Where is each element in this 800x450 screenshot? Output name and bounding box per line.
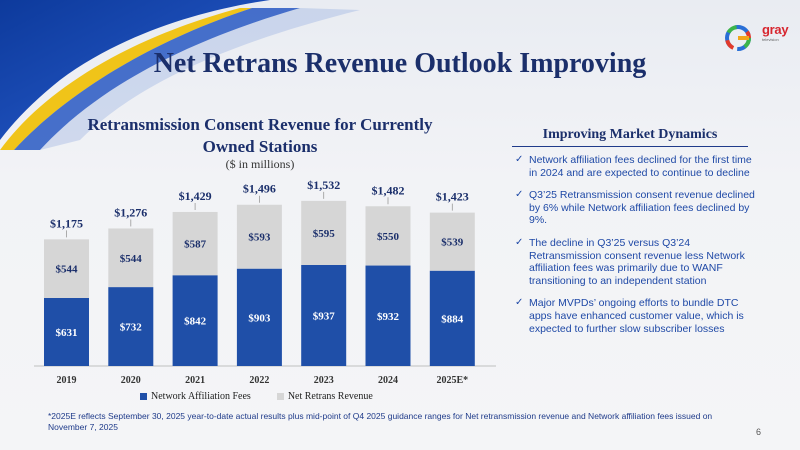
data-label-network: $732 (120, 322, 143, 334)
bullet-item: ✓ Network affiliation fees declined for t… (515, 154, 760, 179)
data-label-network: $631 (56, 327, 78, 339)
check-icon: ✓ (515, 154, 524, 165)
data-label-retrans: $595 (313, 228, 336, 240)
gray-logo (725, 25, 751, 51)
panel-divider (512, 146, 748, 147)
legend-label-network: Network Affiliation Fees (151, 391, 251, 402)
legend-swatch-network (140, 393, 147, 400)
logo-subtext: television (762, 37, 779, 42)
panel-title: Improving Market Dynamics (542, 127, 718, 142)
data-label-retrans: $593 (248, 232, 271, 244)
x-tick-label: 2019 (57, 375, 77, 386)
total-label: $1,429 (179, 189, 212, 203)
check-icon: ✓ (515, 236, 524, 248)
bar-network-affiliation (365, 265, 411, 366)
bar-network-affiliation (44, 297, 89, 366)
x-tick-label: 2021 (185, 375, 205, 386)
bar-net-retrans (429, 212, 475, 271)
footnote: *2025E reflects September 30, 2025 year-… (48, 411, 713, 432)
total-label: $1,423 (436, 190, 469, 204)
data-label-network: $842 (184, 316, 207, 328)
x-tick-label: 2023 (314, 375, 334, 386)
bar-network-affiliation (236, 268, 282, 366)
slide-title: Net Retrans Revenue Outlook Improving (153, 48, 647, 79)
x-tick-label: 2020 (121, 375, 141, 386)
bullet-text: The decline in Q3’25 versus Q3’24 Retran… (529, 236, 745, 287)
bar-network-affiliation (108, 287, 154, 366)
bar-net-retrans (236, 204, 282, 269)
bullet-item: ✓ The decline in Q3’25 versus Q3’24 Retra… (515, 237, 760, 287)
bullet-item: ✓ Q3’25 Retransmission consent revenue de… (515, 189, 760, 227)
data-label-network: $884 (441, 313, 464, 325)
data-label-network: $903 (248, 312, 271, 324)
chart-legend: Network Affiliation Fees Net Retrans Rev… (140, 391, 373, 402)
check-icon: ✓ (515, 297, 524, 309)
bullet-text: Network affiliation fees declined for th… (529, 154, 752, 179)
data-label-network: $932 (377, 311, 400, 323)
total-label: $1,496 (243, 182, 276, 196)
check-icon: ✓ (515, 189, 524, 201)
total-label: $1,175 (50, 216, 83, 230)
bar-network-affiliation (429, 270, 475, 366)
total-label: $1,532 (307, 178, 340, 192)
total-label: $1,276 (114, 205, 147, 219)
data-label-network: $937 (313, 310, 336, 322)
bar-net-retrans (301, 200, 347, 265)
data-label-retrans: $587 (184, 239, 207, 251)
x-tick-label: 2025E* (436, 375, 468, 386)
legend-label-retrans: Net Retrans Revenue (287, 391, 373, 402)
legend-item-retrans: Net Retrans Revenue (276, 391, 373, 402)
x-tick-label: 2022 (249, 375, 269, 386)
total-label: $1,482 (372, 183, 405, 197)
legend-item-network: Network Affiliation Fees (140, 391, 251, 402)
data-label-retrans: $539 (441, 237, 464, 249)
bullet-text: Q3’25 Retransmission consent revenue dec… (529, 189, 755, 227)
data-label-retrans: $544 (56, 264, 79, 276)
bullet-item: ✓ Major MVPDs’ ongoing efforts to bundle … (515, 297, 760, 335)
bar-network-affiliation (172, 275, 218, 366)
bar-net-retrans (44, 239, 89, 298)
bar-network-affiliation (301, 264, 347, 366)
bullet-list: ✓ Network affiliation fees declined for t… (515, 154, 760, 345)
bar-net-retrans (108, 228, 154, 288)
bullet-text: Major MVPDs’ ongoing efforts to bundle D… (529, 297, 744, 335)
bar-net-retrans (172, 211, 218, 276)
page-number: 6 (756, 427, 762, 437)
chart-subtitle: ($ in millions) (225, 157, 295, 171)
data-label-retrans: $544 (120, 253, 143, 265)
x-tick-label: 2024 (378, 375, 398, 386)
legend-swatch-retrans (276, 393, 284, 400)
logo-text: gray (762, 22, 789, 37)
bar-net-retrans (365, 206, 411, 266)
chart-title: Retransmission Consent Revenue for Curre… (87, 115, 433, 156)
data-label-retrans: $550 (377, 231, 400, 243)
